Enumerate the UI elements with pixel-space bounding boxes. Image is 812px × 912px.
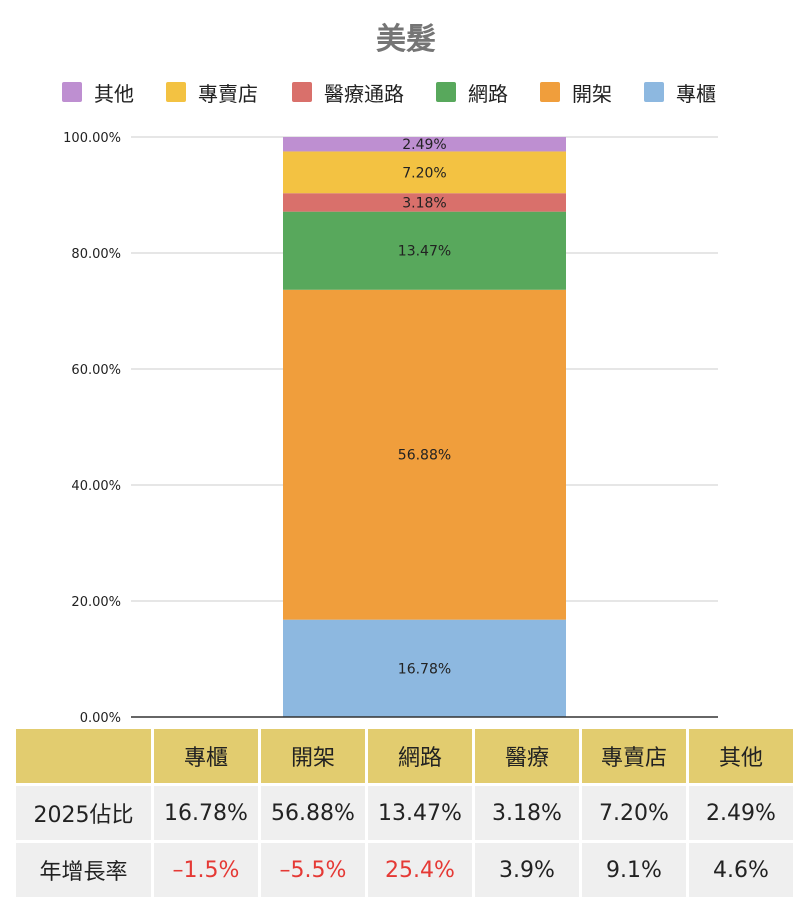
table-row-label: 年增長率: [16, 843, 151, 897]
table-cell: 16.78%: [154, 786, 258, 840]
table-cell: –5.5%: [261, 843, 365, 897]
y-tick-label: 0.00%: [80, 711, 121, 726]
bar-segment: [283, 619, 566, 717]
y-tick-label: 60.00%: [71, 363, 121, 378]
table-header-cell: 專櫃: [154, 729, 258, 783]
legend: 其他 專賣店 醫療通路 網路 開架 專櫃: [0, 80, 812, 106]
legend-swatch: [540, 82, 560, 102]
data-label: 56.88%: [398, 448, 451, 464]
data-label: 2.49%: [402, 137, 446, 153]
table-row: 年增長率 –1.5% –5.5% 25.4% 3.9% 9.1% 4.6%: [16, 843, 793, 897]
bar-segment: [283, 211, 566, 290]
table-cell: 13.47%: [368, 786, 472, 840]
table-cell: –1.5%: [154, 843, 258, 897]
table-header-cell: 其他: [689, 729, 793, 783]
table-cell: 9.1%: [582, 843, 686, 897]
legend-label: 醫療通路: [324, 81, 404, 106]
y-tick-label: 20.00%: [71, 595, 121, 610]
legend-item: 網路: [436, 80, 508, 106]
legend-swatch: [644, 82, 664, 102]
table-row: 2025佔比 16.78% 56.88% 13.47% 3.18% 7.20% 2.49%: [16, 786, 793, 840]
bar-segment: [283, 193, 566, 212]
legend-swatch: [292, 82, 312, 102]
data-table: 專櫃 開架 網路 醫療 專賣店 其他 2025佔比 16.78% 56.88% 13.47% 3.1…: [13, 726, 796, 900]
y-tick-label: 80.00%: [71, 247, 121, 262]
table-cell: 4.6%: [689, 843, 793, 897]
bar-segment: [283, 137, 566, 152]
table-header-cell: 網路: [368, 729, 472, 783]
data-label: 7.20%: [402, 165, 446, 181]
legend-item: 其他: [62, 80, 134, 106]
y-tick-label: 100.00%: [63, 131, 121, 146]
table-cell: 25.4%: [368, 843, 472, 897]
legend-item: 開架: [540, 80, 612, 106]
table-header-cell: 開架: [261, 729, 365, 783]
legend-label: 網路: [468, 81, 508, 106]
table-cell: 3.9%: [475, 843, 579, 897]
legend-label: 專賣店: [198, 81, 258, 106]
bar-segment: [283, 151, 566, 194]
legend-item: 專賣店: [166, 80, 258, 106]
table-cell: 3.18%: [475, 786, 579, 840]
data-label: 3.18%: [402, 195, 446, 211]
legend-item: 醫療通路: [292, 80, 404, 106]
data-label: 16.78%: [398, 661, 451, 677]
table-row-label: 2025佔比: [16, 786, 151, 840]
chart-title: 美髮: [376, 22, 436, 57]
table-cell: 56.88%: [261, 786, 365, 840]
chart-plot: 0.00% 20.00% 40.00% 60.00% 80.00% 100.00% 16.7…: [63, 131, 718, 726]
legend-swatch: [62, 82, 82, 102]
data-label: 13.47%: [398, 244, 451, 260]
legend-label: 其他: [94, 81, 134, 106]
bar-segment: [283, 289, 566, 620]
legend-swatch: [436, 82, 456, 102]
y-tick-label: 40.00%: [71, 479, 121, 494]
table-corner-cell: [16, 729, 151, 783]
table-header-cell: 醫療: [475, 729, 579, 783]
legend-label: 開架: [572, 81, 612, 106]
legend-swatch: [166, 82, 186, 102]
table-header-cell: 專賣店: [582, 729, 686, 783]
legend-item: 專櫃: [644, 80, 716, 106]
table-cell: 2.49%: [689, 786, 793, 840]
table-header-row: 專櫃 開架 網路 醫療 專賣店 其他: [16, 729, 793, 783]
table-cell: 7.20%: [582, 786, 686, 840]
legend-label: 專櫃: [676, 81, 716, 106]
